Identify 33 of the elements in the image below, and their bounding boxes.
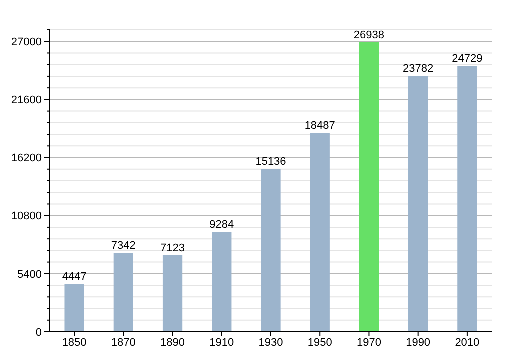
bar [114, 253, 134, 332]
x-tick-label: 1950 [308, 337, 332, 349]
y-tick-label: 27000 [11, 36, 42, 48]
y-tick-label: 16200 [11, 152, 42, 165]
bar [64, 284, 84, 332]
data-label: 9284 [210, 219, 234, 232]
x-tick-label: 1870 [111, 337, 136, 349]
bar [212, 232, 232, 332]
y-tick-label: 0 [36, 326, 42, 339]
bar [458, 66, 478, 332]
x-tick-label: 1970 [356, 337, 382, 349]
bar [162, 255, 183, 332]
y-tick-label: 5400 [18, 268, 42, 281]
bar [261, 169, 281, 332]
data-label: 7342 [111, 240, 136, 252]
bar [359, 42, 380, 332]
x-tick-label: 1990 [406, 337, 431, 349]
bar [310, 133, 330, 332]
y-tick-label: 10800 [11, 210, 42, 223]
data-label: 7123 [160, 242, 186, 254]
x-tick-label: 1850 [62, 337, 87, 349]
data-label: 18487 [304, 120, 336, 132]
x-tick-label: 1930 [258, 337, 284, 349]
x-tick-label: 2010 [455, 337, 480, 349]
data-label: 24729 [452, 53, 483, 66]
data-label: 26938 [354, 29, 385, 42]
y-tick-label: 21600 [11, 94, 42, 107]
data-label: 4447 [62, 271, 87, 284]
data-label: 15136 [256, 156, 286, 168]
x-tick-label: 1910 [210, 337, 234, 349]
x-tick-label: 1890 [160, 337, 186, 349]
data-label: 23782 [403, 63, 434, 76]
bar [408, 76, 428, 332]
